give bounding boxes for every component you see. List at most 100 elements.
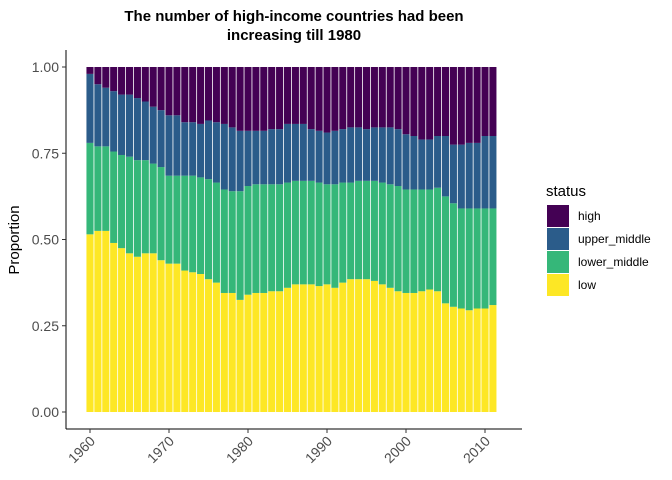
bar-upper-middle-1993 <box>347 127 355 183</box>
bar-high-1973 <box>189 67 197 123</box>
bar-high-1980 <box>244 67 252 131</box>
bar-low-1984 <box>276 291 284 412</box>
bar-upper-middle-2007 <box>457 144 465 209</box>
y-axis-title: Proportion <box>6 205 23 274</box>
bar-upper-middle-1990 <box>323 132 331 185</box>
x-tick-label: 2000 <box>381 433 414 466</box>
bar-upper-middle-1961 <box>94 84 102 147</box>
bar-low-1979 <box>236 299 244 413</box>
bar-low-1993 <box>347 279 355 412</box>
bar-upper-middle-1973 <box>189 122 197 176</box>
bar-low-2000 <box>402 292 410 412</box>
x-tick-label: 1960 <box>65 433 98 466</box>
x-tick-label: 2010 <box>460 433 493 466</box>
bar-lower-middle-1988 <box>307 180 315 285</box>
bar-low-2004 <box>434 291 442 412</box>
bar-lower-middle-1995 <box>362 180 371 280</box>
bar-high-1990 <box>323 67 331 133</box>
bar-high-2011 <box>489 67 497 136</box>
bar-lower-middle-1975 <box>204 179 213 280</box>
y-tick-label: 0.25 <box>32 318 59 334</box>
bar-high-1979 <box>236 67 244 131</box>
bar-high-1984 <box>276 67 284 130</box>
bar-lower-middle-2011 <box>489 208 497 306</box>
bar-high-1974 <box>197 67 205 124</box>
bar-lower-middle-1979 <box>236 191 244 300</box>
bar-low-1972 <box>181 270 189 412</box>
bar-high-1982 <box>260 67 268 131</box>
legend-swatch-high <box>547 205 569 227</box>
bar-upper-middle-1985 <box>283 123 292 183</box>
legend-label-low: low <box>578 278 596 292</box>
bar-upper-middle-1986 <box>291 123 299 181</box>
bar-upper-middle-1967 <box>141 101 149 161</box>
bar-lower-middle-1969 <box>157 167 165 261</box>
bar-lower-middle-1966 <box>133 160 141 257</box>
bar-lower-middle-1993 <box>347 182 355 280</box>
bar-lower-middle-1977 <box>220 189 228 293</box>
x-tick-label: 1990 <box>302 433 335 466</box>
bar-low-1961 <box>94 230 102 413</box>
bar-segments <box>86 67 497 413</box>
bar-high-1967 <box>141 67 149 102</box>
bar-lower-middle-2004 <box>434 187 442 292</box>
bar-upper-middle-1983 <box>268 129 276 185</box>
bar-low-1991 <box>331 287 339 412</box>
bar-upper-middle-1987 <box>299 123 307 181</box>
bar-upper-middle-2001 <box>410 136 418 190</box>
bar-lower-middle-1961 <box>94 146 102 231</box>
bar-low-1989 <box>315 286 323 412</box>
bar-lower-middle-2001 <box>410 189 418 293</box>
chart-title-line-2: increasing till 1980 <box>227 27 361 44</box>
y-tick-label: 0.75 <box>32 145 59 161</box>
bar-upper-middle-2005 <box>441 136 450 197</box>
bar-high-2009 <box>473 67 481 143</box>
bar-upper-middle-1997 <box>378 127 386 183</box>
legend-swatch-lower-middle <box>547 251 569 273</box>
bar-low-1977 <box>220 292 228 412</box>
bar-lower-middle-1967 <box>141 160 149 254</box>
bar-upper-middle-1984 <box>276 129 284 185</box>
bar-upper-middle-1971 <box>173 115 181 176</box>
x-tick-label: 1980 <box>223 433 256 466</box>
bar-lower-middle-1989 <box>315 182 323 287</box>
bar-low-1980 <box>244 294 252 412</box>
bar-upper-middle-1963 <box>110 91 118 152</box>
bar-high-1983 <box>268 67 276 130</box>
bar-low-2002 <box>418 291 426 412</box>
bar-low-1987 <box>299 284 307 412</box>
bar-high-1996 <box>370 67 378 128</box>
bar-upper-middle-1965 <box>125 94 134 157</box>
bar-lower-middle-2000 <box>402 189 410 293</box>
bar-low-1992 <box>339 282 347 413</box>
bar-lower-middle-2005 <box>441 196 450 304</box>
bar-high-1961 <box>94 67 102 85</box>
bar-low-1967 <box>141 253 149 412</box>
bar-low-1996 <box>370 280 378 412</box>
bar-low-1962 <box>102 230 110 413</box>
bar-low-1983 <box>268 291 276 412</box>
bar-lower-middle-1976 <box>212 182 220 283</box>
bar-lower-middle-2009 <box>473 208 481 309</box>
bar-lower-middle-1981 <box>252 184 260 293</box>
bar-lower-middle-1986 <box>291 180 299 285</box>
bar-upper-middle-1964 <box>118 94 126 155</box>
bar-upper-middle-1970 <box>165 115 173 176</box>
bar-upper-middle-1998 <box>386 127 394 185</box>
bar-low-1988 <box>307 284 315 412</box>
bar-low-2006 <box>449 306 457 412</box>
bar-low-1965 <box>125 253 134 412</box>
bar-low-1999 <box>394 291 402 412</box>
bar-upper-middle-1969 <box>157 110 165 168</box>
bar-high-1977 <box>220 67 228 124</box>
bar-high-1963 <box>110 67 118 92</box>
bar-upper-middle-1999 <box>394 129 402 187</box>
bar-lower-middle-1999 <box>394 186 402 292</box>
bar-high-2004 <box>434 67 442 136</box>
bar-high-1985 <box>283 67 292 124</box>
bar-low-1969 <box>157 260 165 412</box>
bar-high-2001 <box>410 67 418 136</box>
bar-low-1975 <box>204 279 213 412</box>
